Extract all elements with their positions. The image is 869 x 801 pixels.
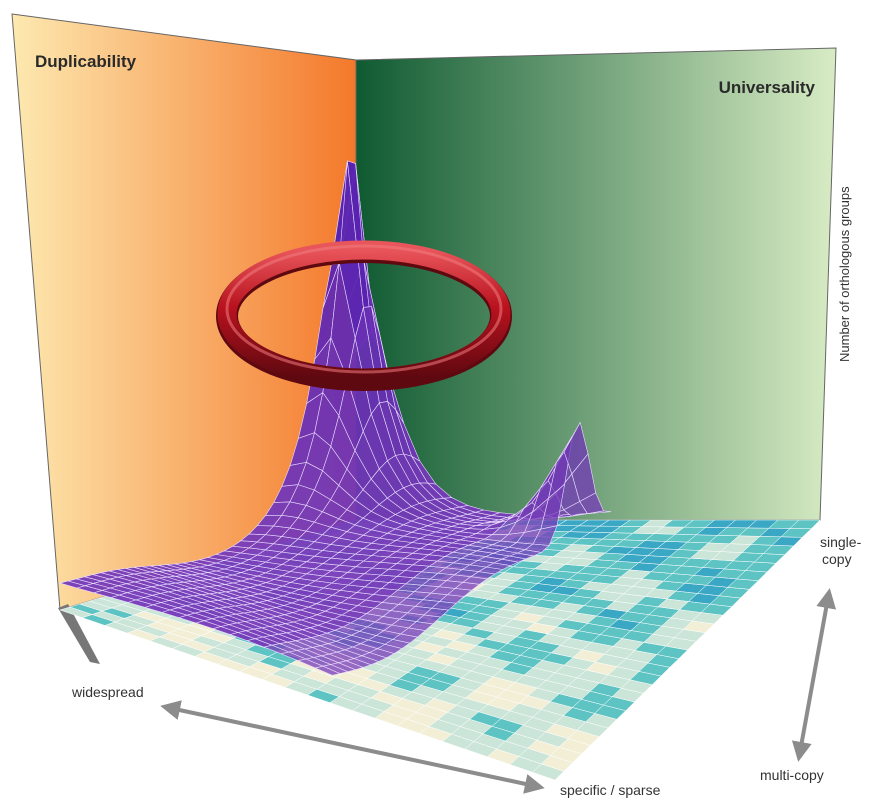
highlight-ring [216,240,512,391]
floor-corner-shadow [58,604,100,664]
vertical-axis-label: Number of orthologous groups [837,186,852,362]
floor-cell [789,519,821,529]
mesh-cell [587,510,612,514]
mesh-surface [58,160,612,676]
duplicability-title: Duplicability [35,52,137,71]
multi-copy-label: multi-copy [760,767,824,783]
universality-title: Universality [719,78,816,97]
breadth-arrow [160,700,545,794]
copy-number-arrow [791,588,837,762]
universality-wall [355,47,837,521]
specific-sparse-label: specific / sparse [560,782,661,798]
single-copy-label: single-copy [820,534,862,567]
widespread-label: widespread [71,684,144,700]
